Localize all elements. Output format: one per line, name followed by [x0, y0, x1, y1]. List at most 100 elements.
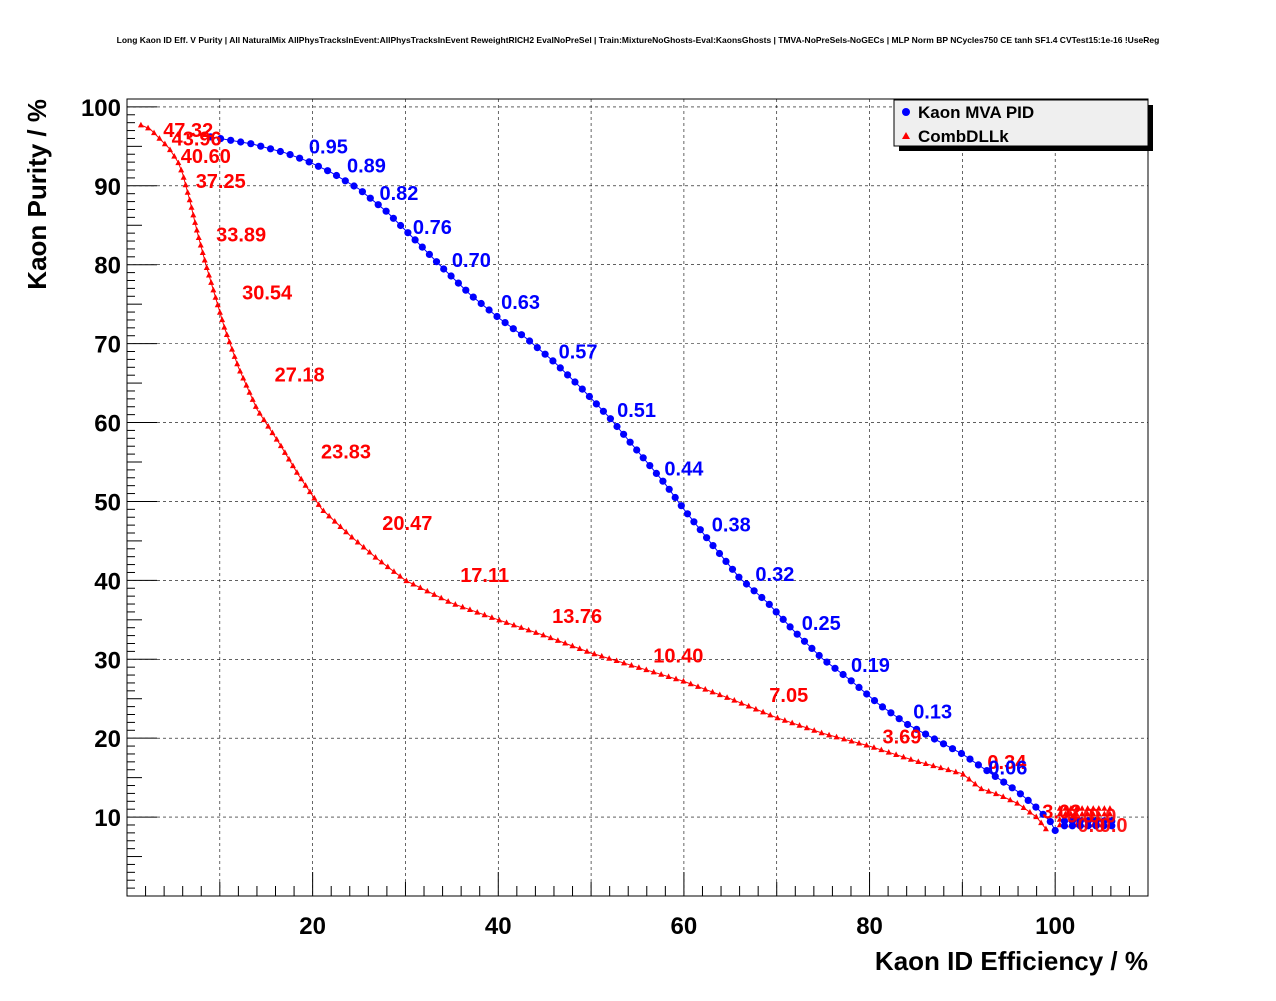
data-point	[197, 241, 204, 248]
data-point	[793, 630, 801, 638]
cut-value-label: 17.11	[460, 565, 509, 587]
data-point	[410, 580, 417, 587]
data-point	[571, 378, 579, 386]
data-point	[257, 142, 265, 150]
data-point	[665, 673, 672, 679]
data-point	[503, 619, 510, 625]
data-point	[738, 699, 745, 706]
data-point	[397, 221, 405, 230]
cut-value-label: 0.51	[617, 400, 656, 422]
cluster-point	[1084, 805, 1091, 811]
data-point	[240, 374, 247, 381]
data-point	[501, 319, 509, 327]
data-point	[199, 249, 206, 256]
cluster-point	[1090, 805, 1097, 811]
data-point	[289, 462, 296, 469]
data-point	[904, 720, 912, 729]
data-point	[296, 154, 304, 162]
data-point	[811, 727, 818, 733]
data-point	[276, 147, 284, 156]
data-point	[1007, 796, 1014, 803]
data-point	[554, 637, 561, 643]
cut-value-label: 13.76	[552, 606, 602, 628]
data-point	[635, 664, 642, 670]
cluster-point	[1060, 817, 1069, 825]
cut-value-label: 3.02	[1042, 802, 1081, 824]
data-point	[841, 735, 848, 742]
data-point	[808, 644, 816, 653]
cut-value-label: 43.96	[172, 129, 222, 151]
data-point	[1042, 825, 1049, 832]
cluster-point	[1076, 817, 1084, 825]
data-point	[350, 182, 358, 190]
data-point	[939, 740, 948, 748]
data-point	[1000, 793, 1007, 800]
data-point	[246, 389, 253, 395]
cluster-point	[1067, 805, 1074, 811]
data-point	[366, 194, 374, 202]
data-point	[930, 762, 937, 769]
data-point	[677, 502, 685, 510]
y-tick-label: 60	[94, 411, 121, 438]
cut-value-label: 0.25	[802, 613, 841, 635]
data-point	[650, 668, 657, 675]
data-point	[870, 697, 879, 705]
data-point	[424, 587, 431, 594]
data-point	[592, 400, 601, 408]
data-point	[358, 188, 366, 196]
data-point	[481, 611, 488, 618]
data-point	[452, 601, 459, 607]
data-point	[234, 360, 241, 367]
data-point	[564, 371, 572, 379]
data-point	[203, 264, 210, 271]
data-point	[324, 167, 332, 175]
data-point	[752, 705, 759, 712]
x-tick-labels: 20 40 60 80 100	[299, 913, 1075, 940]
data-point	[320, 507, 327, 514]
data-point	[772, 608, 780, 616]
data-point	[985, 788, 992, 794]
data-point	[628, 662, 635, 668]
data-point	[900, 753, 907, 760]
data-point	[978, 785, 985, 792]
data-point	[171, 152, 178, 159]
data-point	[576, 645, 583, 651]
data-point	[332, 171, 341, 180]
cut-value-label: 33.89	[216, 225, 266, 247]
data-point	[767, 711, 774, 718]
data-point	[591, 650, 598, 657]
cut-value-label: 0.57	[559, 342, 598, 364]
data-point	[694, 683, 701, 689]
cluster-point	[1084, 817, 1092, 825]
data-point	[266, 145, 275, 153]
data-point	[314, 162, 322, 170]
data-point	[922, 760, 929, 767]
cut-value-label: 23.83	[321, 442, 371, 464]
cut-value-label: 0.82	[380, 183, 419, 205]
cluster-point	[1108, 817, 1116, 825]
y-tick-label: 10	[94, 805, 121, 832]
cluster-point	[1106, 810, 1113, 817]
cut-value-label: 10.40	[653, 645, 703, 667]
data-point	[459, 603, 466, 610]
cut-value-label: 0.89	[347, 155, 386, 177]
data-point	[195, 234, 202, 241]
data-point	[1032, 803, 1040, 811]
cut-value-label: 40.60	[181, 146, 231, 168]
data-point	[569, 642, 576, 649]
data-point	[709, 688, 716, 695]
data-point	[702, 686, 709, 692]
data-point	[781, 717, 788, 723]
y-tick-label: 30	[94, 647, 121, 674]
data-point	[583, 648, 590, 654]
data-point	[214, 301, 221, 308]
data-point	[193, 226, 200, 233]
data-point	[709, 542, 717, 550]
data-point	[613, 422, 621, 431]
data-point	[863, 690, 871, 698]
data-point	[948, 745, 957, 753]
data-point	[518, 624, 525, 630]
data-point	[540, 631, 547, 638]
data-point	[1039, 810, 1047, 818]
